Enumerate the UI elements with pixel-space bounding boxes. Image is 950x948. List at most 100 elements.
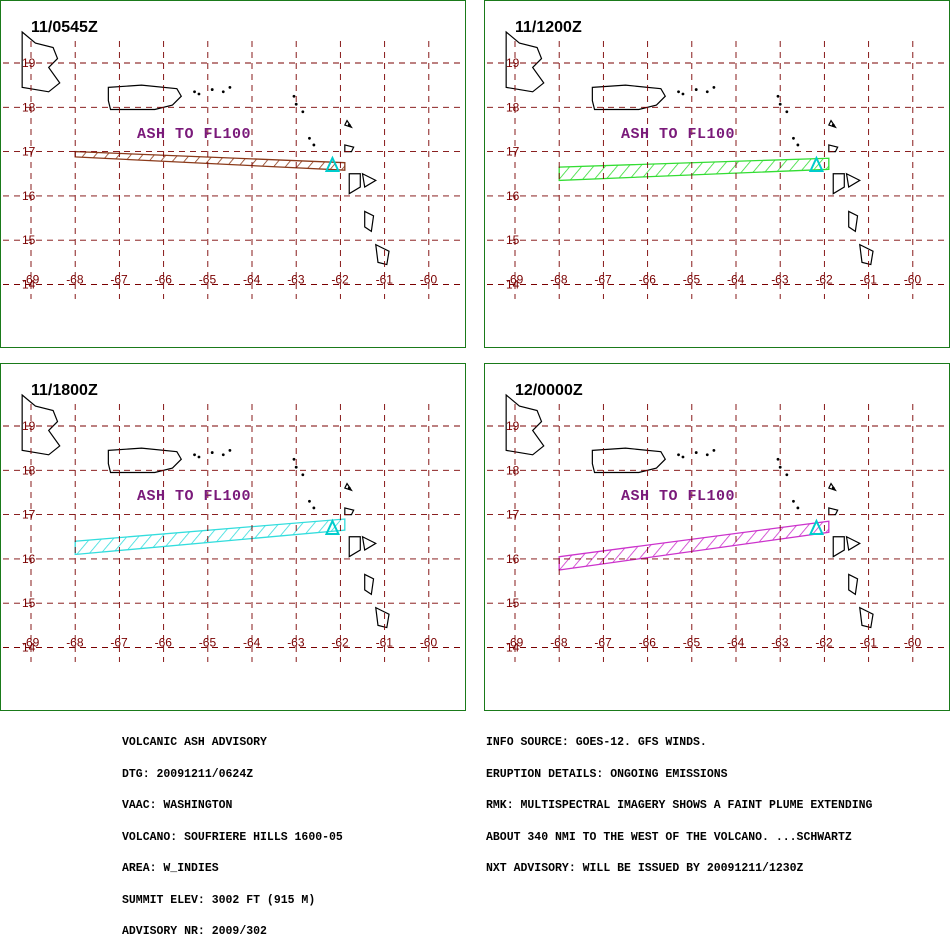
lat-tick-label: 19: [506, 419, 520, 433]
lat-tick-label: 19: [22, 419, 36, 433]
islet: [308, 136, 311, 140]
lat-tick-label: 19: [22, 56, 36, 70]
lon-tick-label: -67: [110, 273, 128, 287]
lat-tick-label: 16: [22, 189, 36, 203]
island-outline: [505, 393, 545, 456]
island-outline: [21, 30, 61, 93]
islet: [301, 110, 305, 114]
islet: [785, 473, 789, 477]
island-outline: [832, 173, 845, 195]
map-canvas: -69 -68 -67 -66 -65 -64 -63 -62 -61 -60 19 18 17 16 15…: [487, 393, 949, 662]
lon-tick-label: -63: [287, 636, 305, 650]
lon-tick-label: -63: [771, 636, 789, 650]
lon-tick-label: -62: [815, 636, 833, 650]
islet: [712, 85, 716, 89]
lon-tick-label: -66: [639, 636, 657, 650]
islet: [294, 465, 298, 469]
islet: [228, 448, 232, 452]
lon-tick-label: -60: [420, 636, 438, 650]
island-outline: [827, 119, 837, 129]
island-outline: [361, 172, 378, 189]
lat-tick-label: 16: [506, 552, 520, 566]
lon-tick-label: -61: [376, 273, 394, 287]
island-outline: [364, 573, 375, 596]
ash-label: ASH TO FL100: [137, 126, 252, 143]
lon-tick-label: -61: [860, 273, 878, 287]
lat-tick-label: 17: [506, 508, 520, 522]
islet: [778, 465, 782, 469]
advisory-info-right: INFO SOURCE: GOES-12. GFS WINDS. ERUPTIO…: [486, 717, 872, 885]
lat-tick-label: 17: [22, 145, 36, 159]
islet: [792, 136, 795, 140]
islet: [681, 455, 685, 459]
lat-tick-label: 17: [506, 145, 520, 159]
islet: [294, 102, 298, 106]
panel-time-label: 11/0545Z: [31, 19, 98, 36]
lon-tick-label: -61: [376, 636, 394, 650]
lat-tick-label: 15: [22, 596, 36, 610]
lat-tick-label: 18: [22, 463, 36, 477]
islet: [292, 457, 296, 461]
islet: [796, 143, 800, 147]
lon-tick-label: -62: [331, 273, 349, 287]
island-outline: [344, 507, 355, 516]
lat-tick-label: 16: [506, 189, 520, 203]
ash-label: ASH TO FL100: [621, 126, 736, 143]
island-outline: [343, 119, 353, 129]
map-canvas: -69 -68 -67 -66 -65 -64 -63 -62 -61 -60 19 18 17 16 15…: [487, 30, 949, 299]
islet: [301, 473, 305, 477]
island-outline: [107, 84, 183, 111]
lon-tick-label: -64: [243, 273, 261, 287]
lat-tick-label: 19: [506, 56, 520, 70]
island-outline: [828, 507, 839, 516]
island-outline: [827, 482, 837, 492]
lon-tick-label: -65: [199, 636, 217, 650]
island-outline: [859, 243, 874, 266]
map-panel-1: -69 -68 -67 -66 -65 -64 -63 -62 -61 -60 19 18 17 16 15…: [0, 0, 466, 348]
lat-tick-label: 15: [506, 596, 520, 610]
islet: [681, 92, 685, 96]
lat-tick-label: 18: [506, 100, 520, 114]
ash-label: ASH TO FL100: [137, 488, 252, 505]
lon-tick-label: -61: [860, 636, 878, 650]
islet: [694, 88, 698, 91]
islet: [776, 94, 780, 98]
lon-tick-label: -67: [110, 636, 128, 650]
map-panel-2: -69 -68 -67 -66 -65 -64 -63 -62 -61 -60 19 18 17 16 15…: [484, 0, 950, 348]
volcano-marker: [808, 518, 825, 536]
lon-tick-label: -65: [683, 636, 701, 650]
island-outline: [21, 393, 61, 456]
volcano-marker: [324, 518, 341, 536]
islet: [228, 85, 232, 89]
advisory-line: ABOUT 340 NMI TO THE WEST OF THE VOLCANO…: [486, 830, 852, 844]
volcano-marker: [324, 155, 341, 173]
lat-tick-label: 18: [506, 463, 520, 477]
lon-tick-label: -60: [904, 636, 922, 650]
lon-tick-label: -65: [683, 273, 701, 287]
islet: [796, 506, 800, 510]
island-outline: [348, 536, 361, 558]
lon-tick-label: -66: [639, 273, 657, 287]
island-outline: [348, 173, 361, 195]
islet: [347, 486, 351, 490]
islet: [347, 123, 351, 127]
map-canvas: -69 -68 -67 -66 -65 -64 -63 -62 -61 -60 19 18 17 16 15…: [3, 30, 465, 299]
ash-plume: [558, 157, 830, 182]
island-outline: [364, 210, 375, 233]
lat-tick-label: 14: [22, 641, 36, 655]
advisory-line: VOLCANIC ASH ADVISORY: [122, 736, 267, 749]
lon-tick-label: -69: [22, 636, 40, 650]
island-outline: [375, 243, 390, 266]
islet: [785, 110, 789, 114]
islet: [776, 457, 780, 461]
lon-tick-label: -66: [155, 636, 173, 650]
island-outline: [845, 172, 862, 189]
islet: [308, 499, 311, 503]
advisory-line: ERUPTION DETAILS: ONGOING EMISSIONS: [486, 767, 728, 781]
islet: [705, 453, 709, 457]
lon-tick-label: -63: [771, 273, 789, 287]
lon-tick-label: -64: [727, 636, 745, 650]
lon-tick-label: -60: [420, 273, 438, 287]
island-outline: [344, 144, 355, 153]
islet: [197, 455, 201, 459]
